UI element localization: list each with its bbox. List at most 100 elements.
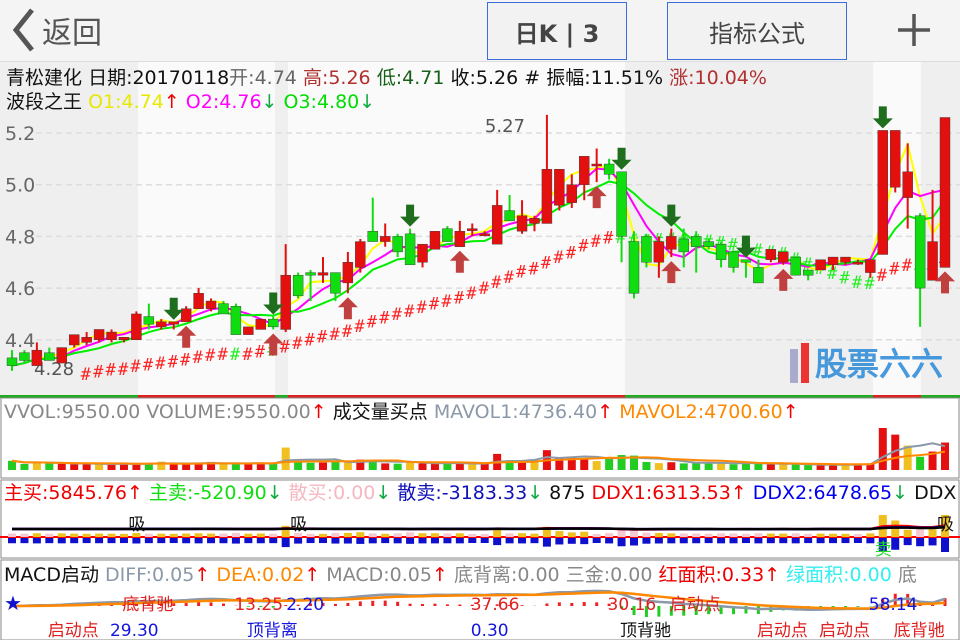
candle-body [342,262,354,284]
wave-o1: O1:4.74 [88,91,164,113]
candle-body [603,163,615,175]
ddx-sell-bar [580,538,589,545]
ddx-sell-bar [617,538,626,547]
arrow-down-icon: ↓ [359,91,376,113]
buy-arrow-icon [449,250,470,273]
green-area-value: 绿面积:0.00 [786,564,892,586]
volume-bar [654,463,663,470]
volume-bar [480,463,489,470]
hash-marker: # [504,268,515,288]
ddx-buy-bar [256,533,265,537]
volume-bar [468,464,477,470]
ddx-line [11,525,946,531]
chevron-left-icon [12,8,34,52]
ddx-buy-bar [480,534,489,537]
volume-bar [866,463,875,470]
quote-line: 青松建化 日期:20170118开:4.74 高:5.26 低:4.71 收:5… [6,67,767,89]
volume-bar [306,462,315,470]
high-price-label: 5.27 [485,116,525,137]
ddx-sell-bar [157,538,166,544]
bottom-divergence-value: 底背离:0.00 [453,564,560,586]
ddx-sell-bar [754,538,763,544]
hash-marker: # [143,355,154,375]
hash-marker: # [417,298,428,318]
candle-body [367,231,378,242]
formula-button[interactable]: 指标公式 [667,2,847,60]
ddx-sell-bar [555,538,564,545]
candle-body [778,251,789,263]
volume-bar [754,463,763,470]
buy-arrow-icon [586,186,607,209]
ddx-buy-bar [704,533,713,537]
candle-body [106,331,117,341]
ddx-sell-bar [791,538,800,544]
ddx-buy-bar [430,533,439,537]
macd-annotation: 29.30 [110,621,159,640]
ddx-sell-bar [119,538,128,544]
candle-body [118,337,130,340]
candle-body [865,259,876,273]
wave-title: 波段之王 [6,91,83,113]
volume-bar [555,457,564,470]
candle-body [44,352,55,361]
volume-bar [704,462,713,470]
ddx-sell-bar [82,538,91,544]
ddx-sell-bar [530,538,539,544]
volume-bar [891,434,900,470]
period-button[interactable]: 日K | 3 [487,2,627,60]
ddx-buy-bar [8,533,16,537]
candle-body [914,215,926,289]
back-label: 返回 [42,16,102,51]
ddx-buy-bar [319,533,327,537]
hash-marker: # [354,317,365,337]
hash-marker: # [392,305,403,325]
ddx-sell-bar [903,538,912,546]
volume-bar [356,459,365,470]
volume-bar [692,462,701,470]
watermark-logo: 股票六六 [790,343,943,383]
candle-body [417,243,428,263]
volume-bar [841,464,850,470]
ddx-buy-bar [829,533,838,537]
candle-body [616,171,627,237]
plus-icon[interactable] [892,8,936,52]
volume-bar [779,464,788,470]
candle-body [292,274,304,297]
back-button[interactable]: 返回 [10,8,102,52]
ddx-sell-bar [182,538,191,544]
quote-amplitude: # 振幅:11.51% [524,67,664,89]
volume-bar [804,465,813,470]
hash-marker: # [728,235,739,255]
volume-bar [853,464,862,470]
candle-body [939,117,951,268]
ddx-sell-bar [294,538,303,544]
hash-marker: # [230,345,241,365]
arrow-up-icon: ↑ [597,401,614,423]
candle-body [902,171,913,198]
sell-arrow-icon [163,297,184,320]
ddx-buy-bar [294,532,303,537]
candle-body [815,259,826,271]
candle-body [131,313,142,341]
ddx-sell-bar [107,538,116,544]
candle-body [591,163,602,167]
hash-marker: # [205,346,216,366]
candle-body [790,256,801,276]
candle-body [678,238,689,253]
candle-body [541,168,553,224]
main-buy-value: 主买:5845.76 [4,482,127,504]
wave-o2: O2:4.76 [185,91,262,113]
retail-buy-value: 散买:0.00 [288,482,376,504]
ddx-buy-bar [567,532,576,537]
ddx-buy-bar [231,532,240,537]
ddx-sell-bar [8,538,16,544]
macd-annotation: 启动点 [670,595,721,615]
ddx-mark: 吸 [290,515,307,535]
arrow-up-icon: ↑ [126,482,143,504]
candle-body [156,321,167,328]
candle-body [280,274,291,330]
ddx-sell-bar [45,538,54,544]
hash-marker: # [367,312,378,332]
ddx-sell-bar [95,538,104,544]
